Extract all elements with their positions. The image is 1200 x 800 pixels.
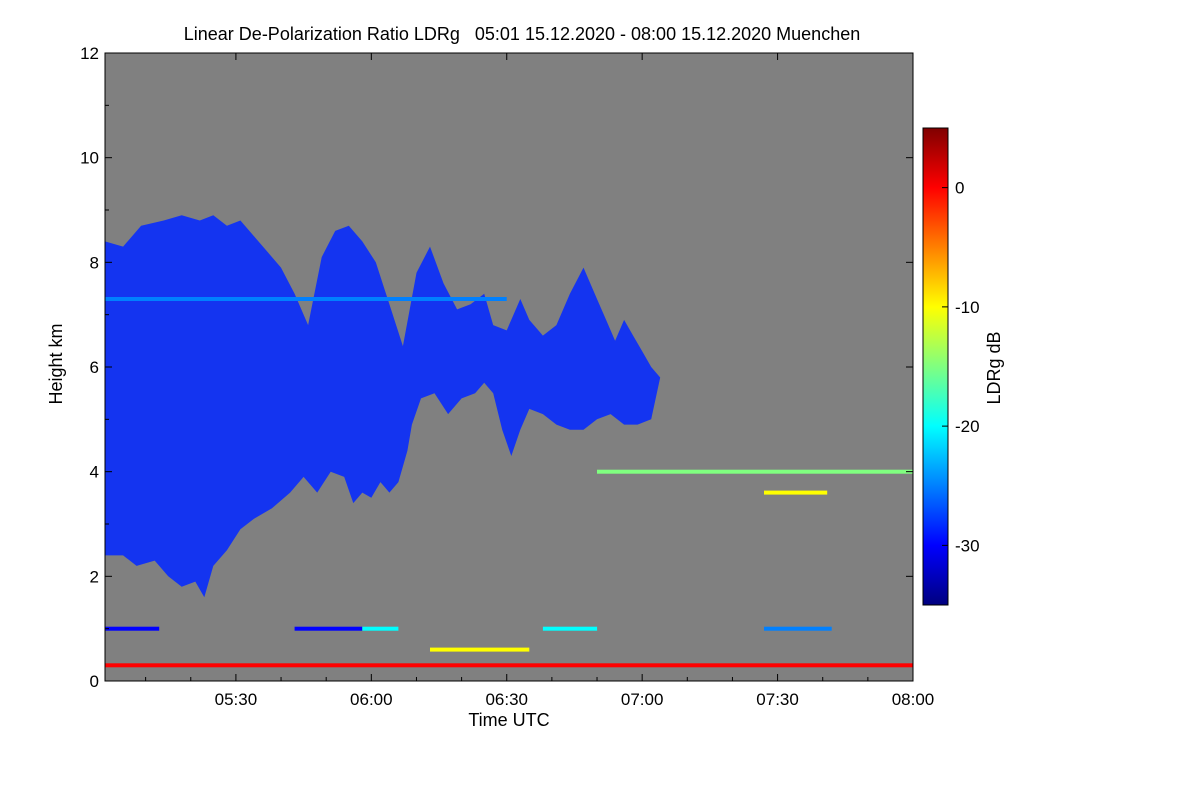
y-axis: 0 2 4 6 8 10 12 <box>80 44 913 691</box>
colorbar-ticks: 0 -10 -20 -30 <box>942 179 980 555</box>
chart-title: Linear De-Polarization Ratio LDRg 05:01 … <box>184 24 860 44</box>
layer-streak <box>362 626 399 631</box>
layer-streak <box>105 663 913 668</box>
y-tick-label: 6 <box>90 358 99 377</box>
layer-streak <box>105 297 507 301</box>
layer-streak <box>430 647 530 652</box>
y-tick-label: 2 <box>90 567 99 586</box>
x-tick-label: 07:30 <box>756 690 799 709</box>
layer-streak <box>597 469 913 474</box>
y-tick-label: 10 <box>80 149 99 168</box>
x-tick-label: 06:30 <box>485 690 528 709</box>
x-tick-label: 06:00 <box>350 690 393 709</box>
layer-streak <box>105 626 160 631</box>
colorbar-tick-label: -20 <box>955 417 980 436</box>
x-axis: 05:30 06:00 06:30 07:00 07:30 08:00 <box>145 53 935 709</box>
x-axis-label: Time UTC <box>468 710 549 730</box>
layer-streak <box>542 626 598 631</box>
colorbar <box>922 127 949 606</box>
layer-streak <box>294 626 363 631</box>
y-tick-label: 12 <box>80 44 99 63</box>
y-tick-label: 4 <box>90 463 99 482</box>
plot-content <box>105 215 913 668</box>
y-axis-label: Height km <box>46 323 66 404</box>
layer-streak <box>764 490 828 495</box>
colorbar-tick-label: -10 <box>955 298 980 317</box>
colorbar-tick-label: 0 <box>955 179 964 198</box>
x-tick-label: 05:30 <box>215 690 258 709</box>
layer-streak <box>764 626 832 631</box>
cloud-layer <box>105 215 661 598</box>
x-tick-label: 07:00 <box>621 690 664 709</box>
y-tick-label: 0 <box>90 672 99 691</box>
colorbar-tick-label: -30 <box>955 536 980 555</box>
colorbar-label: LDRg dB <box>984 331 1004 404</box>
y-tick-label: 8 <box>90 253 99 272</box>
x-tick-label: 08:00 <box>892 690 935 709</box>
